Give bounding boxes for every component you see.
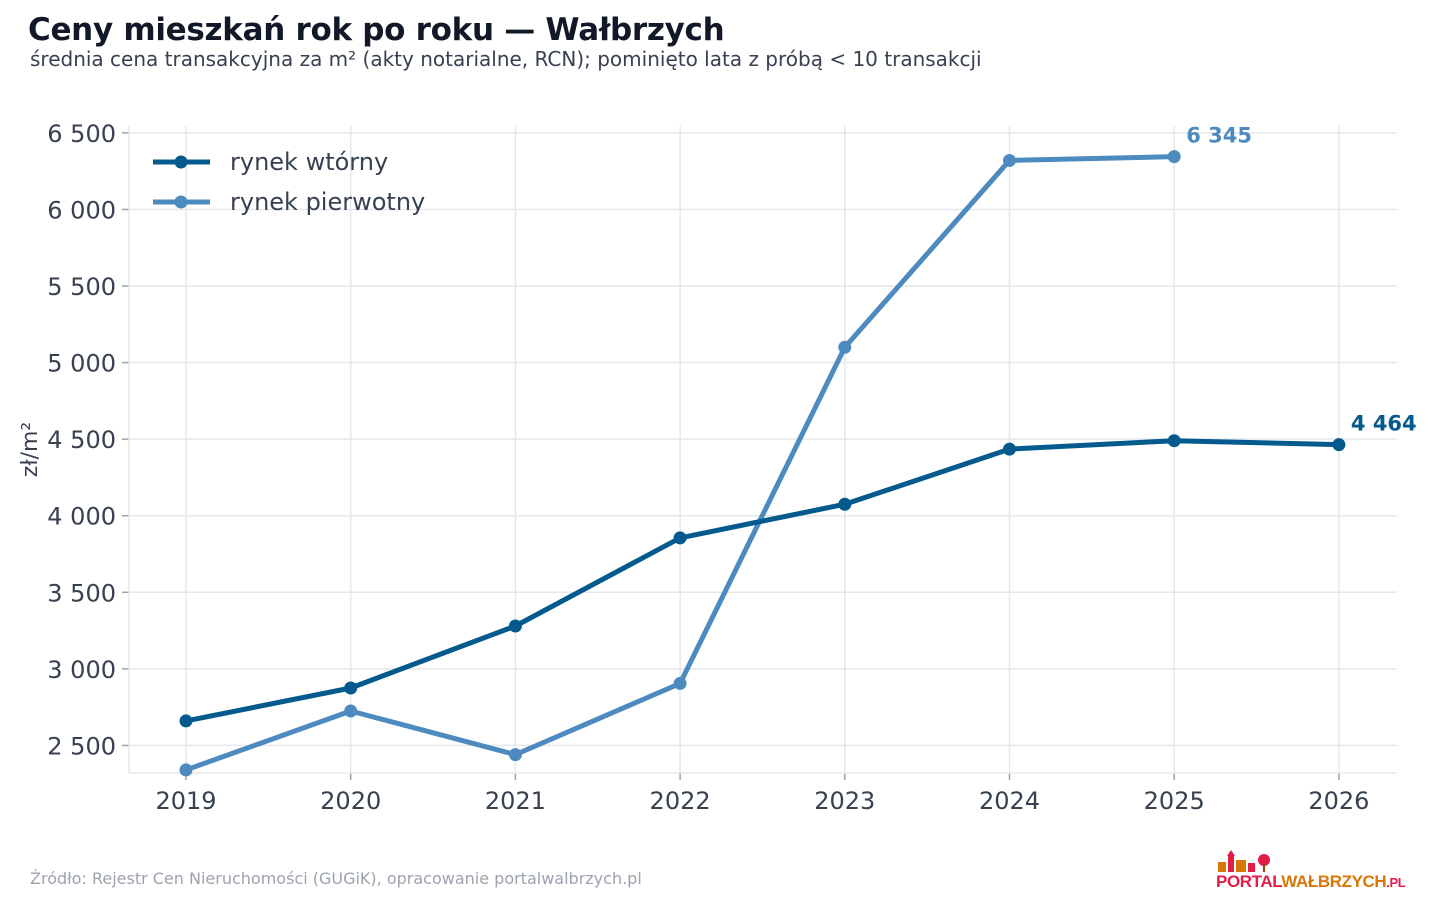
logo-part-pl: .PL — [1386, 875, 1406, 890]
data-point[interactable] — [1003, 442, 1016, 456]
logo-text: PORTALWAŁBRZYCH.PL — [1216, 872, 1406, 892]
chart-subtitle: średnia cena transakcyjna za m² (akty no… — [30, 47, 982, 71]
data-point[interactable] — [344, 704, 358, 718]
y-tick-label: 4 500 — [47, 426, 116, 454]
y-tick-label: 3 500 — [47, 579, 116, 607]
x-tick-label: 2026 — [1308, 787, 1369, 815]
data-point[interactable] — [1167, 434, 1181, 448]
x-tick-label: 2022 — [650, 787, 711, 815]
data-point[interactable] — [508, 748, 522, 762]
x-tick-label: 2024 — [979, 787, 1040, 815]
axes: 2 500 3 000 3 500 4 000 4 500 5 000 5 500 6 000… — [18, 120, 1397, 815]
logo-part-walbrzych: WAŁBRZYCH — [1281, 872, 1387, 891]
y-tick-label: 6 500 — [47, 120, 116, 148]
data-point[interactable] — [673, 676, 687, 690]
x-tick-label: 2019 — [155, 787, 216, 815]
data-point[interactable] — [344, 681, 358, 695]
legend: rynek wtórny rynek pierwotny — [153, 148, 425, 216]
town-icon — [1218, 850, 1270, 872]
data-point[interactable] — [1332, 438, 1346, 452]
end-value-label: 6 345 — [1186, 124, 1252, 148]
source-note: Źródło: Rejestr Cen Nieruchomości (GUGiK… — [30, 869, 642, 888]
y-tick-label: 5 500 — [47, 273, 116, 301]
legend-label: rynek wtórny — [230, 148, 388, 176]
labels-layer: 6 345 4 464 — [1186, 124, 1416, 436]
data-point[interactable] — [673, 531, 687, 545]
grid — [129, 126, 1397, 773]
end-value-label: 4 464 — [1351, 412, 1417, 436]
series-layer — [179, 150, 1346, 777]
data-point[interactable] — [838, 340, 852, 354]
y-tick-label: 2 500 — [47, 732, 116, 760]
x-tick-label: 2021 — [485, 787, 546, 815]
data-point[interactable] — [1003, 153, 1016, 167]
logo-part-portal: PORTAL — [1216, 872, 1282, 891]
data-point[interactable] — [508, 619, 522, 633]
portal-logo[interactable]: PORTALWAŁBRZYCH.PL — [1214, 850, 1414, 892]
legend-label: rynek pierwotny — [230, 188, 425, 216]
y-tick-label: 3 000 — [47, 656, 116, 684]
x-tick-label: 2020 — [320, 787, 381, 815]
y-tick-label: 5 000 — [47, 350, 116, 378]
data-point[interactable] — [1167, 150, 1181, 164]
data-point[interactable] — [838, 497, 852, 511]
y-axis-label: zł/m² — [18, 422, 43, 477]
chart-title: Ceny mieszkań rok po roku — Wałbrzych — [28, 12, 725, 48]
legend-swatch-marker — [174, 155, 188, 169]
x-tick-label: 2023 — [814, 787, 875, 815]
x-tick-label: 2025 — [1144, 787, 1205, 815]
y-tick-label: 6 000 — [47, 196, 116, 224]
y-tick-label: 4 000 — [47, 503, 116, 531]
legend-swatch-marker — [174, 195, 188, 209]
series-line-wtorny — [183, 438, 1342, 724]
data-point[interactable] — [179, 714, 193, 728]
data-point[interactable] — [179, 763, 193, 777]
